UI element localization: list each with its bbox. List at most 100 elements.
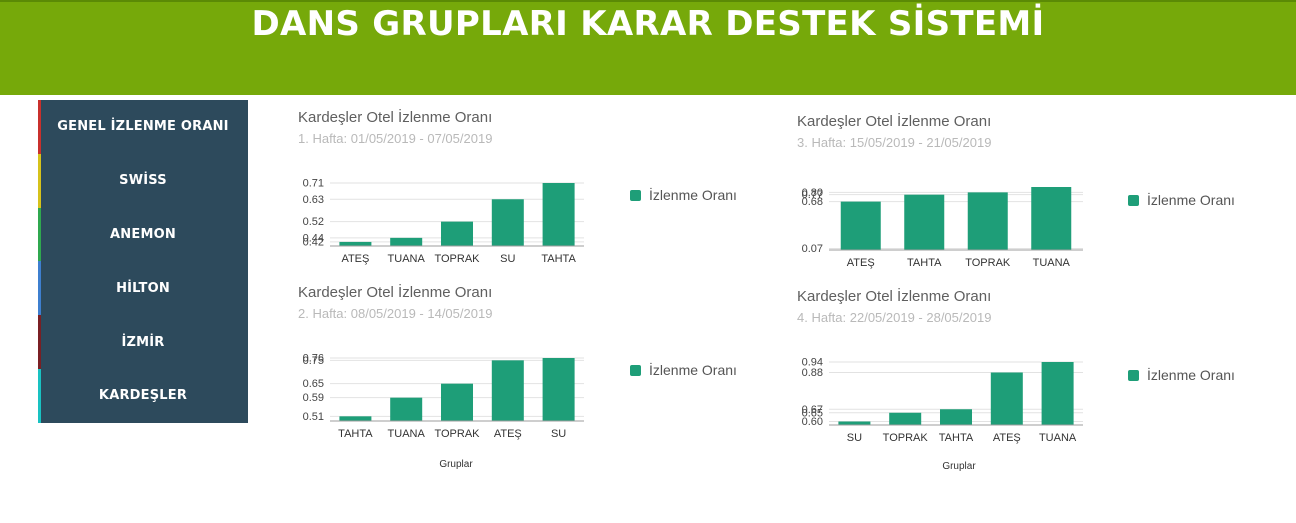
- y-tick-label: 0.51: [303, 411, 324, 423]
- y-tick-label: 0.52: [303, 216, 324, 228]
- chart-title: Kardeşler Otel İzlenme Oranı: [298, 284, 493, 301]
- chart-subtitle: 3. Hafta: 15/05/2019 - 21/05/2019: [797, 135, 992, 150]
- bar[interactable]: [390, 237, 423, 246]
- x-tick-label: TUANA: [1033, 257, 1071, 269]
- bar[interactable]: [390, 397, 423, 421]
- y-tick-label: 0.80: [802, 187, 823, 199]
- sidebar-accent-bar: [38, 153, 41, 208]
- sidebar-item-label: ANEMON: [110, 226, 176, 242]
- y-tick-label: 0.94: [802, 357, 823, 369]
- x-tick-label: TAHTA: [939, 432, 974, 444]
- y-tick-label: 0.68: [802, 196, 823, 208]
- sidebar-accent-bar: [38, 100, 41, 154]
- y-tick-label: 0.76: [303, 353, 324, 365]
- bar[interactable]: [904, 194, 945, 250]
- x-axis-title: Gruplar: [942, 461, 976, 472]
- x-tick-label: ATEŞ: [494, 428, 522, 440]
- sidebar-accent-bar: [38, 261, 41, 316]
- x-tick-label: TOPRAK: [965, 257, 1011, 269]
- chart-legend: İzlenme Oranı: [630, 362, 737, 378]
- legend-swatch: [630, 189, 641, 201]
- x-axis-title: Gruplar: [439, 459, 473, 470]
- bar[interactable]: [440, 221, 474, 246]
- bar[interactable]: [339, 416, 372, 421]
- sidebar-item-izmir[interactable]: İZMİR: [38, 315, 248, 369]
- x-tick-label: TAHTA: [338, 428, 373, 440]
- sidebar-item-label: GENEL İZLENME ORANI: [57, 119, 229, 135]
- legend-label: İzlenme Oranı: [1147, 367, 1235, 383]
- legend-swatch: [1128, 369, 1139, 381]
- x-tick-label: TUANA: [1039, 432, 1077, 444]
- bar[interactable]: [339, 241, 372, 246]
- legend-swatch: [630, 364, 641, 376]
- chart-plot: 0.07 0.800.770.68 ATEŞ TAHTA TOPRAK TUANA: [802, 187, 1083, 269]
- sidebar-item-label: KARDEŞLER: [98, 388, 188, 404]
- x-tick-label: ATEŞ: [341, 253, 369, 265]
- chart-week-3: Kardeşler Otel İzlenme Oranı 3. Hafta: 1…: [797, 113, 1277, 313]
- bar[interactable]: [939, 409, 973, 425]
- bar[interactable]: [491, 360, 524, 421]
- chart-subtitle: 4. Hafta: 22/05/2019 - 28/05/2019: [797, 310, 992, 325]
- x-tick-label: TAHTA: [541, 253, 576, 265]
- sidebar-item-kardesler[interactable]: KARDEŞLER: [38, 368, 248, 423]
- y-tick-label: 0.65: [802, 407, 823, 419]
- sidebar-item-anemon[interactable]: ANEMON: [38, 207, 248, 262]
- chart-title: Kardeşler Otel İzlenme Oranı: [797, 288, 992, 305]
- sidebar-item-swiss[interactable]: SWİSS: [38, 153, 248, 208]
- x-tick-label: TUANA: [388, 253, 426, 265]
- bar[interactable]: [1031, 187, 1072, 250]
- bar[interactable]: [967, 192, 1008, 250]
- bar[interactable]: [990, 372, 1023, 426]
- bar[interactable]: [542, 358, 575, 421]
- y-tick-label: 0.77: [802, 189, 823, 201]
- chart-title: Kardeşler Otel İzlenme Oranı: [797, 113, 992, 130]
- x-tick-label: ATEŞ: [847, 257, 875, 269]
- app-header: DANS GRUPLARI KARAR DESTEK SİSTEMİ: [0, 0, 1296, 95]
- sidebar-item-label: İZMİR: [121, 334, 165, 350]
- chart-plot: 0.760.75 0.65 0.59 0.51 TAHTA TUANA TOPRAK ATEŞ…: [303, 353, 584, 440]
- bar[interactable]: [440, 383, 474, 421]
- y-tick-label: 0.71: [303, 178, 324, 190]
- sidebar: GENEL İZLENME ORANI SWİSS ANEMON HİLTON …: [38, 100, 248, 423]
- chart-plot: 0.940.88 0.670.650.60 SU TOPRAK TAHTA ATEŞ TUA…: [802, 357, 1083, 444]
- chart-week-1: Kardeşler Otel İzlenme Oranı 1. Hafta: 0…: [298, 109, 778, 309]
- y-tick-label: 0.67: [802, 404, 823, 416]
- y-tick-label: 0.75: [303, 355, 324, 367]
- x-tick-label: SU: [551, 428, 566, 440]
- x-tick-label: TUANA: [388, 428, 426, 440]
- y-tick-label: 0.44: [303, 232, 324, 244]
- x-tick-label: ATEŞ: [993, 432, 1021, 444]
- sidebar-item-genel-izlenme-orani[interactable]: GENEL İZLENME ORANI: [38, 100, 248, 154]
- chart-legend: İzlenme Oranı: [1128, 367, 1235, 383]
- sidebar-item-hilton[interactable]: HİLTON: [38, 261, 248, 316]
- y-tick-label: 0.88: [802, 367, 823, 379]
- chart-legend: İzlenme Oranı: [1128, 192, 1235, 208]
- x-tick-label: TOPRAK: [434, 428, 480, 440]
- x-tick-label: TOPRAK: [883, 432, 929, 444]
- bar[interactable]: [491, 199, 524, 246]
- legend-label: İzlenme Oranı: [649, 362, 737, 378]
- sidebar-item-label: SWİSS: [119, 173, 167, 189]
- legend-swatch: [1128, 194, 1139, 206]
- bar[interactable]: [1041, 362, 1074, 425]
- chart-legend: İzlenme Oranı: [630, 187, 737, 203]
- sidebar-accent-bar: [38, 207, 41, 262]
- chart-week-2: Kardeşler Otel İzlenme Oranı 2. Hafta: 0…: [298, 284, 778, 484]
- x-tick-label: TAHTA: [907, 257, 942, 269]
- sidebar-accent-bar: [38, 315, 41, 369]
- y-tick-label: 0.63: [303, 194, 324, 206]
- legend-label: İzlenme Oranı: [1147, 192, 1235, 208]
- y-tick-label: 0.59: [303, 392, 324, 404]
- bar[interactable]: [889, 412, 922, 425]
- bar[interactable]: [838, 421, 871, 426]
- y-tick-label: 0.42: [303, 236, 324, 248]
- chart-week-4: Kardeşler Otel İzlenme Oranı 4. Hafta: 2…: [797, 288, 1277, 488]
- sidebar-accent-bar: [38, 368, 41, 423]
- bar[interactable]: [840, 201, 881, 250]
- y-tick-label: 0.07: [802, 243, 823, 255]
- page-title: DANS GRUPLARI KARAR DESTEK SİSTEMİ: [251, 4, 1045, 44]
- bar[interactable]: [542, 183, 575, 246]
- chart-title: Kardeşler Otel İzlenme Oranı: [298, 109, 493, 126]
- sidebar-item-label: HİLTON: [116, 280, 170, 296]
- x-tick-label: SU: [847, 432, 862, 444]
